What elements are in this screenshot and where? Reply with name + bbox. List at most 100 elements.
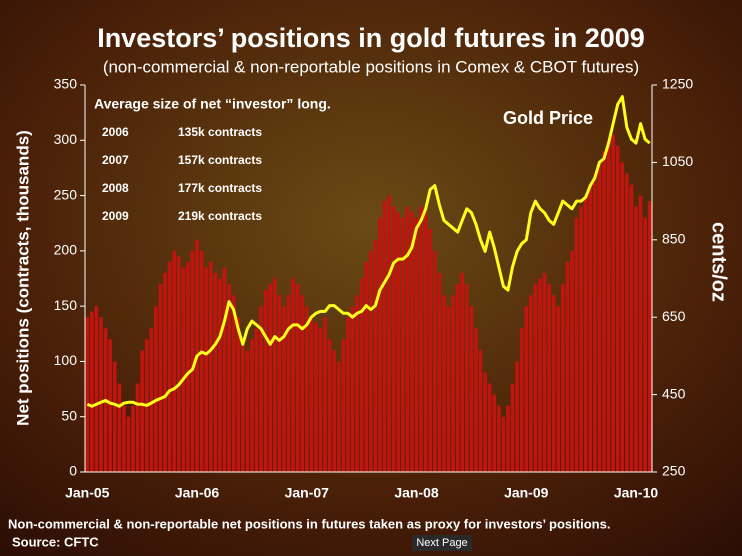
bar [634,206,638,472]
bar [524,306,529,472]
bar [359,278,364,472]
bar [149,328,154,472]
bar [199,250,204,472]
bar [565,261,570,472]
bar [250,339,254,472]
bar [615,145,620,473]
bar [140,350,144,472]
bar [94,306,99,472]
bar [204,267,209,472]
bar [460,272,465,472]
bar [167,261,172,472]
bar [387,195,391,473]
bar [419,206,423,472]
button-bg[interactable] [412,535,472,551]
bar [579,206,583,472]
bar [122,405,126,472]
bar [172,250,176,472]
bar [350,306,355,472]
bar [487,383,492,472]
series-label: Gold Price [503,108,593,128]
x-tick-label: Jan-09 [504,485,549,501]
x-tick-label: Jan-10 [614,485,659,501]
bar [176,256,181,472]
y-tick-label: 250 [54,186,78,202]
bar [414,217,419,472]
bar [382,201,387,472]
y-tick-label: 0 [69,463,77,479]
x-tick-label: Jan-05 [65,485,110,501]
bar [300,295,305,472]
inset-year: 2006 [102,125,129,139]
gold-line [86,95,651,408]
next-page-button[interactable]: Next Page [412,535,472,551]
bar [327,339,332,472]
inset-value: 135k contracts [178,125,262,139]
bar [620,162,625,472]
y2-tick-label: 1050 [662,153,693,169]
bar [506,405,510,472]
bar [323,317,327,472]
inset-value: 177k contracts [178,181,262,195]
bar [519,328,524,472]
inset-year: 2007 [102,153,129,167]
inset-value: 219k contracts [178,209,262,223]
bar [602,151,606,473]
bar [451,295,455,472]
bar [332,350,337,472]
bar [117,383,122,472]
bar [378,217,382,472]
bar [346,317,350,472]
y-tick-label: 50 [61,407,77,423]
bar [131,405,135,472]
bar [213,272,218,472]
y2-tick-label: 850 [662,231,686,247]
bar [277,295,282,472]
bar [314,322,318,472]
bar [410,212,414,472]
button-label[interactable]: Next Page [416,537,467,549]
bar [574,217,579,472]
bar [108,339,112,472]
bar [638,195,643,473]
bar [286,295,291,472]
bar [446,306,451,472]
x-tick-label: Jan-06 [175,485,220,501]
bar [442,295,446,472]
bar [259,306,263,472]
bar [611,134,615,472]
chart-title: Investors’ positions in gold futures in … [97,23,645,53]
inset-title: Average size of net “investor” long. [94,96,331,112]
bar [263,289,268,472]
bar [373,239,378,472]
bar [597,162,602,472]
bar [291,278,295,472]
bar [501,416,506,472]
bar [158,284,163,472]
bar [492,394,497,472]
bar [391,206,396,472]
bar [126,416,131,472]
x-tick-label: Jan-07 [285,485,330,501]
bar [474,328,478,472]
bar [528,295,533,472]
y2-tick-label: 250 [662,463,686,479]
y-tick-label: 300 [54,131,78,147]
bar [583,195,588,473]
bar [396,212,401,472]
bar [464,284,469,472]
bar [240,339,245,472]
bar [231,295,236,472]
bar [282,306,286,472]
bar [304,306,309,472]
bar [428,228,433,472]
chart-subtitle: (non-commercial & non-reportable positio… [103,57,639,76]
bar [469,306,474,472]
bar [643,217,647,472]
bar [186,261,190,472]
bar [218,278,222,472]
bar [533,284,538,472]
bar [99,317,103,472]
bar [341,339,346,472]
